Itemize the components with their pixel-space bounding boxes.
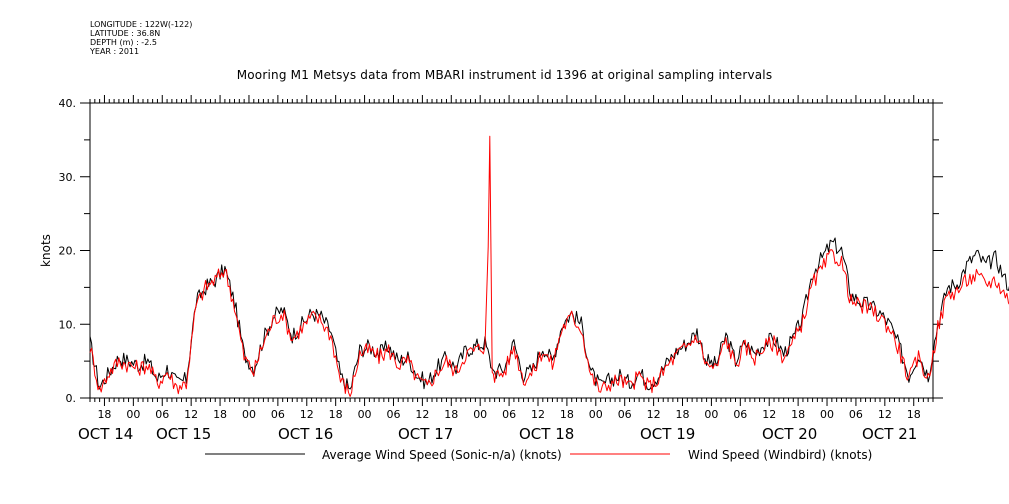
x-hour-label: 00 [820, 408, 834, 421]
x-hour-label: 12 [300, 408, 314, 421]
x-hour-label: 12 [415, 408, 429, 421]
x-hour-label: 06 [271, 408, 285, 421]
x-day-label: OCT 15 [156, 425, 211, 443]
axes-group: 0. 10. 20. 30. 40. knots 18 00 06 12 18 00 06 12 18 00 0… [39, 95, 943, 443]
x-hour-label: 00 [589, 408, 603, 421]
y-axis-label: knots [39, 234, 53, 267]
metadata-block: LONGITUDE : 122W(-122) LATITUDE : 36.8N … [90, 20, 192, 56]
x-hour-label: 12 [647, 408, 661, 421]
meta-depth: DEPTH (m) : -2.5 [90, 38, 157, 47]
meta-latitude: LATITUDE : 36.8N [90, 29, 161, 38]
x-hour-label: 12 [531, 408, 545, 421]
x-day-label: OCT 18 [519, 425, 574, 443]
legend-label-average: Average Wind Speed (Sonic-n/a) (knots) [322, 448, 562, 462]
x-hour-label: 12 [878, 408, 892, 421]
y-tick-label: 40. [59, 97, 77, 110]
x-hour-label: 18 [791, 408, 805, 421]
x-hour-label: 00 [242, 408, 256, 421]
x-day-label: OCT 20 [762, 425, 817, 443]
x-hour-label: 18 [560, 408, 574, 421]
x-day-label: OCT 21 [862, 425, 917, 443]
series-layer [89, 135, 1009, 397]
chart-title: Mooring M1 Metsys data from MBARI instru… [236, 68, 773, 82]
y-tick-label: 0. [66, 392, 77, 405]
x-hour-label: 06 [155, 408, 169, 421]
meta-year: YEAR : 2011 [90, 47, 140, 56]
x-hour-label: 00 [473, 408, 487, 421]
x-hour-label: 00 [704, 408, 718, 421]
legend: Average Wind Speed (Sonic-n/a) (knots) Wi… [205, 448, 872, 462]
legend-label-windbird: Wind Speed (Windbird) (knots) [688, 448, 872, 462]
x-hour-label: 18 [676, 408, 690, 421]
x-hour-label: 06 [849, 408, 863, 421]
x-hour-label: 06 [733, 408, 747, 421]
series-line-average-wind-speed [89, 237, 1009, 392]
x-hour-label: 18 [907, 408, 921, 421]
y-tick-label: 30. [59, 171, 77, 184]
x-hour-label: 18 [329, 408, 343, 421]
x-day-label: OCT 14 [78, 425, 133, 443]
x-hour-label: 18 [444, 408, 458, 421]
x-day-label: OCT 16 [278, 425, 333, 443]
x-hour-label: 06 [386, 408, 400, 421]
x-hour-label: 12 [762, 408, 776, 421]
series-line-windbird-wind-speed [89, 135, 1009, 397]
x-hour-label: 06 [502, 408, 516, 421]
x-hour-label: 18 [213, 408, 227, 421]
x-hour-label: 18 [97, 408, 111, 421]
x-day-label: OCT 17 [398, 425, 453, 443]
y-tick-label: 20. [59, 245, 77, 258]
x-hour-label: 06 [618, 408, 632, 421]
plot-frame [89, 102, 934, 399]
meta-longitude: LONGITUDE : 122W(-122) [90, 20, 193, 29]
x-hour-label: 00 [358, 408, 372, 421]
y-tick-label: 10. [59, 318, 77, 331]
x-hour-label: 00 [126, 408, 140, 421]
x-hour-label: 12 [184, 408, 198, 421]
x-day-label: OCT 19 [640, 425, 695, 443]
